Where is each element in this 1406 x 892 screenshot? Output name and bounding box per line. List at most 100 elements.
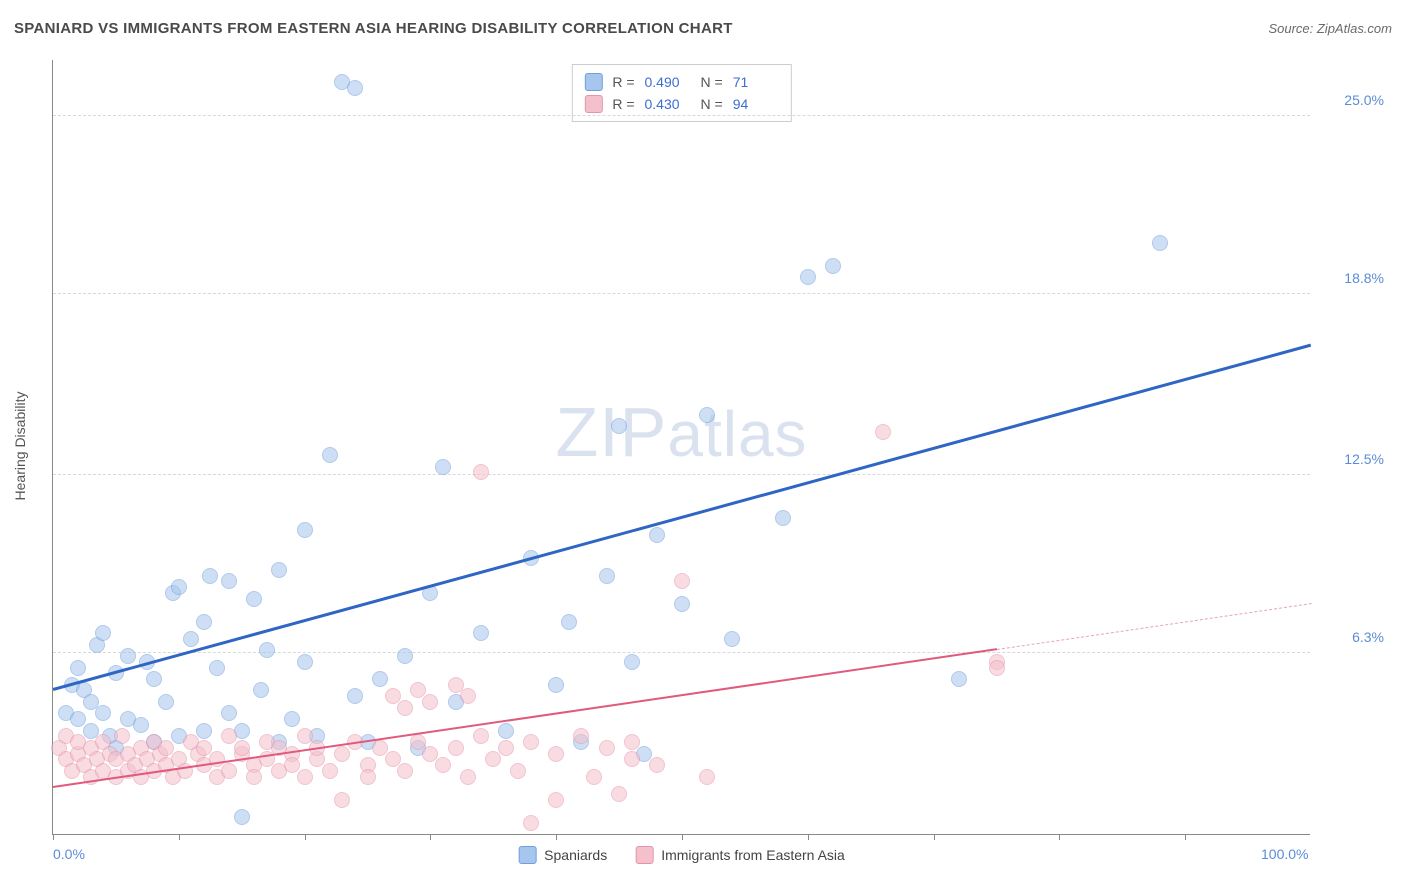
watermark-part2: atlas (667, 398, 807, 470)
r-value-immigrants: 0.430 (645, 96, 691, 112)
data-point-spaniards (649, 527, 665, 543)
data-point-immigrants (422, 694, 438, 710)
data-point-immigrants (460, 688, 476, 704)
x-tick (934, 834, 935, 840)
x-tick (305, 834, 306, 840)
data-point-immigrants (699, 769, 715, 785)
data-point-spaniards (397, 648, 413, 664)
data-point-immigrants (599, 740, 615, 756)
data-point-spaniards (158, 694, 174, 710)
legend-stats-row-immigrants: R = 0.430 N = 94 (584, 93, 778, 115)
gridline (53, 652, 1310, 653)
trendline (53, 344, 1312, 691)
data-point-immigrants (674, 573, 690, 589)
data-point-immigrants (573, 728, 589, 744)
data-point-immigrants (548, 792, 564, 808)
data-point-spaniards (271, 562, 287, 578)
data-point-spaniards (183, 631, 199, 647)
y-tick-label: 6.3% (1352, 629, 1384, 645)
data-point-spaniards (825, 258, 841, 274)
data-point-spaniards (196, 723, 212, 739)
data-point-immigrants (586, 769, 602, 785)
data-point-immigrants (523, 734, 539, 750)
source-prefix: Source: (1268, 21, 1316, 36)
data-point-spaniards (473, 625, 489, 641)
r-value-spaniards: 0.490 (645, 74, 691, 90)
chart-header: SPANIARD VS IMMIGRANTS FROM EASTERN ASIA… (14, 20, 1392, 37)
data-point-spaniards (284, 711, 300, 727)
data-point-immigrants (875, 424, 891, 440)
data-point-immigrants (485, 751, 501, 767)
data-point-spaniards (674, 596, 690, 612)
source-name: ZipAtlas.com (1317, 21, 1392, 36)
data-point-spaniards (951, 671, 967, 687)
x-tick-label: 100.0% (1261, 846, 1308, 862)
n-value-immigrants: 94 (733, 96, 779, 112)
data-point-spaniards (611, 418, 627, 434)
data-point-spaniards (297, 522, 313, 538)
watermark-part1: ZIP (555, 393, 667, 471)
data-point-spaniards (221, 573, 237, 589)
data-point-immigrants (334, 792, 350, 808)
data-point-immigrants (548, 746, 564, 762)
data-point-spaniards (548, 677, 564, 693)
legend-series: Spaniards Immigrants from Eastern Asia (518, 846, 845, 864)
y-tick-label: 12.5% (1344, 451, 1384, 467)
legend-swatch-spaniards (518, 846, 536, 864)
data-point-immigrants (473, 464, 489, 480)
chart-source: Source: ZipAtlas.com (1268, 21, 1392, 36)
data-point-spaniards (70, 660, 86, 676)
watermark: ZIPatlas (555, 392, 807, 472)
data-point-immigrants (498, 740, 514, 756)
legend-stats: R = 0.490 N = 71 R = 0.430 N = 94 (571, 64, 791, 122)
chart-title: SPANIARD VS IMMIGRANTS FROM EASTERN ASIA… (14, 20, 733, 37)
data-point-immigrants (360, 769, 376, 785)
gridline (53, 293, 1310, 294)
data-point-immigrants (624, 751, 640, 767)
n-value-spaniards: 71 (733, 74, 779, 90)
gridline (53, 115, 1310, 116)
data-point-spaniards (209, 660, 225, 676)
data-point-spaniards (221, 705, 237, 721)
data-point-spaniards (133, 717, 149, 733)
r-label: R = (612, 96, 634, 112)
x-tick (1185, 834, 1186, 840)
x-tick (682, 834, 683, 840)
data-point-immigrants (221, 763, 237, 779)
data-point-spaniards (246, 591, 262, 607)
data-point-immigrants (297, 769, 313, 785)
data-point-spaniards (498, 723, 514, 739)
data-point-spaniards (322, 447, 338, 463)
x-tick (556, 834, 557, 840)
data-point-spaniards (724, 631, 740, 647)
data-point-spaniards (202, 568, 218, 584)
data-point-immigrants (989, 660, 1005, 676)
data-point-spaniards (347, 688, 363, 704)
data-point-immigrants (473, 728, 489, 744)
data-point-spaniards (624, 654, 640, 670)
data-point-spaniards (372, 671, 388, 687)
trendline (996, 603, 1311, 650)
y-tick-label: 18.8% (1344, 270, 1384, 286)
data-point-spaniards (146, 671, 162, 687)
data-point-immigrants (397, 763, 413, 779)
y-tick-label: 25.0% (1344, 92, 1384, 108)
data-point-spaniards (435, 459, 451, 475)
data-point-spaniards (347, 80, 363, 96)
x-tick (430, 834, 431, 840)
data-point-immigrants (334, 746, 350, 762)
scatter-chart: ZIPatlas R = 0.490 N = 71 R = 0.430 N = … (52, 60, 1310, 835)
data-point-spaniards (561, 614, 577, 630)
x-tick (179, 834, 180, 840)
data-point-immigrants (397, 700, 413, 716)
data-point-immigrants (624, 734, 640, 750)
data-point-spaniards (599, 568, 615, 584)
data-point-immigrants (322, 763, 338, 779)
r-label: R = (612, 74, 634, 90)
data-point-spaniards (196, 614, 212, 630)
data-point-immigrants (246, 769, 262, 785)
data-point-spaniards (234, 809, 250, 825)
data-point-spaniards (95, 705, 111, 721)
data-point-spaniards (699, 407, 715, 423)
x-tick (53, 834, 54, 840)
